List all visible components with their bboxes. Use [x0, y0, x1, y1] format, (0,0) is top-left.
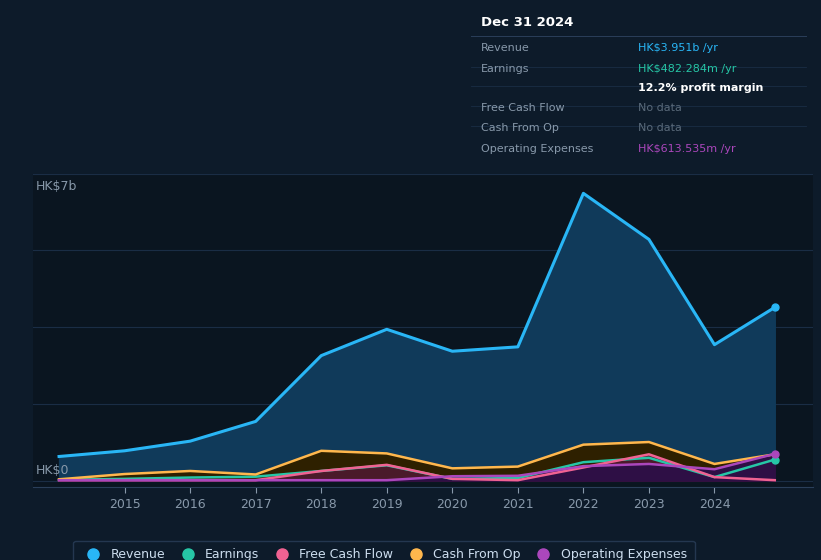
Text: No data: No data [639, 102, 682, 113]
Text: HK$7b: HK$7b [36, 180, 77, 193]
Text: Dec 31 2024: Dec 31 2024 [481, 16, 574, 29]
Legend: Revenue, Earnings, Free Cash Flow, Cash From Op, Operating Expenses: Revenue, Earnings, Free Cash Flow, Cash … [73, 541, 695, 560]
Text: HK$613.535m /yr: HK$613.535m /yr [639, 144, 736, 154]
Text: 12.2% profit margin: 12.2% profit margin [639, 83, 764, 92]
Text: HK$3.951b /yr: HK$3.951b /yr [639, 43, 718, 53]
Text: Earnings: Earnings [481, 64, 530, 74]
Text: Revenue: Revenue [481, 43, 530, 53]
Text: Cash From Op: Cash From Op [481, 123, 559, 133]
Text: No data: No data [639, 123, 682, 133]
Text: Operating Expenses: Operating Expenses [481, 144, 594, 154]
Text: HK$482.284m /yr: HK$482.284m /yr [639, 64, 736, 74]
Text: Free Cash Flow: Free Cash Flow [481, 102, 565, 113]
Text: HK$0: HK$0 [36, 464, 70, 477]
